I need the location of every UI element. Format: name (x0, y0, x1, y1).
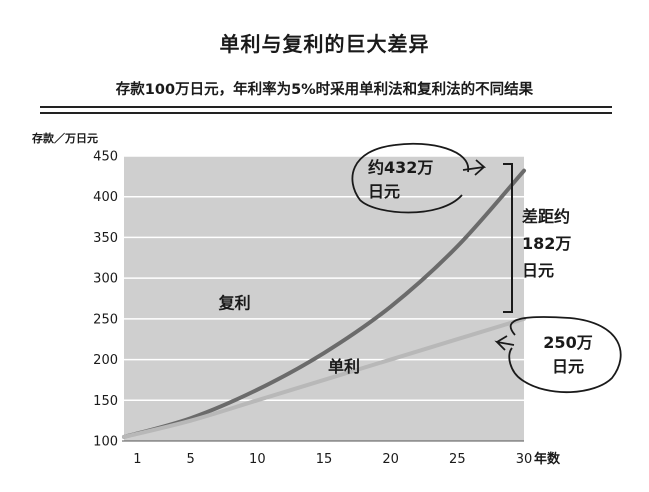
bubble-simple (508, 316, 622, 394)
x-tick-label-25: 25 (449, 452, 466, 467)
bubble-compound (351, 142, 469, 214)
y-tick-label-100: 100 (93, 435, 118, 450)
annotation-simple-end: 250万日元 (543, 333, 592, 376)
arrow-compound (462, 159, 487, 176)
x-tick-label-1: 1 (133, 452, 141, 467)
x-tick-label-30: 30 (516, 452, 533, 467)
gap-bracket (503, 163, 513, 313)
subtitle-rule-bottom (40, 112, 612, 114)
y-tick-label-300: 300 (93, 272, 118, 287)
annotation-compound-end: 约432万日元 (368, 158, 433, 201)
chart-subtitle: 存款100万日元，年利率为5%时采用单利法和复利法的不同结果 (115, 82, 534, 98)
series-label-单利: 单利 (328, 357, 360, 376)
y-tick-label-250: 250 (93, 312, 118, 327)
x-axis-label: 年数 (534, 451, 561, 467)
series-line-单利 (122, 316, 526, 439)
subtitle-rule-top (40, 106, 612, 108)
arrow-simple (494, 335, 515, 351)
series-label-复利: 复利 (218, 293, 251, 312)
x-tick-label-15: 15 (316, 452, 333, 467)
annotation-gap: 差距约 182万日元 (522, 207, 571, 280)
y-axis-label: 存款／万日元 (32, 131, 98, 145)
y-tick-label-150: 150 (93, 394, 118, 409)
y-axis-ticks: 100 150 200 250 300 350 400 450 (93, 150, 118, 450)
x-tick-label-5: 5 (187, 452, 195, 467)
x-axis-ticks: 1 5 10 15 20 25 30 (133, 452, 532, 467)
y-tick-label-350: 350 (93, 231, 118, 246)
x-tick-label-20: 20 (382, 452, 399, 467)
chart-title: 单利与复利的巨大差异 (219, 32, 430, 56)
y-tick-label-450: 450 (93, 150, 118, 165)
x-tick-label-10: 10 (249, 452, 266, 467)
series-line-复利 (122, 168, 526, 439)
gridlines (122, 155, 524, 442)
y-tick-label-400: 400 (93, 190, 118, 205)
y-tick-label-200: 200 (93, 353, 118, 368)
plot-area (124, 156, 524, 441)
annotations: 约432万日元 250万日元 差距约 182万日元 (351, 142, 622, 394)
